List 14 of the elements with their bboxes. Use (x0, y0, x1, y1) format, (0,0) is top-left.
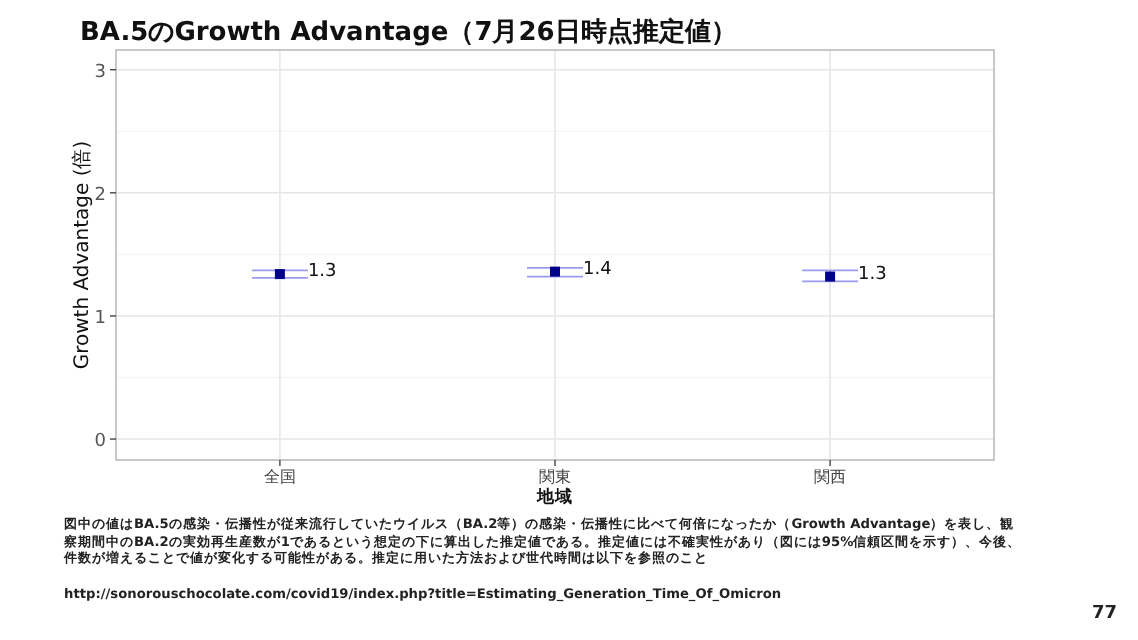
y-tick-label: 0 (94, 432, 107, 453)
x-tick-label: 関西 (814, 468, 847, 486)
y-tick-label: 2 (94, 185, 106, 206)
chart-title: BA.5のGrowth Advantage（7月26日時点推定値） (80, 16, 737, 48)
y-tick-label: 1 (94, 308, 106, 329)
data-label: 1.3 (307, 262, 337, 283)
data-label: 1.3 (858, 264, 887, 285)
x-tick-label: 関東 (539, 468, 571, 486)
x-axis-title: 地域 (535, 486, 573, 508)
y-tick-label: 3 (94, 62, 106, 83)
data-label: 1.4 (583, 259, 613, 280)
y-axis-title: Growth Advantage (倍) (70, 140, 94, 370)
x-tick-label: 全国 (263, 468, 296, 486)
text: 77 (1092, 604, 1118, 624)
